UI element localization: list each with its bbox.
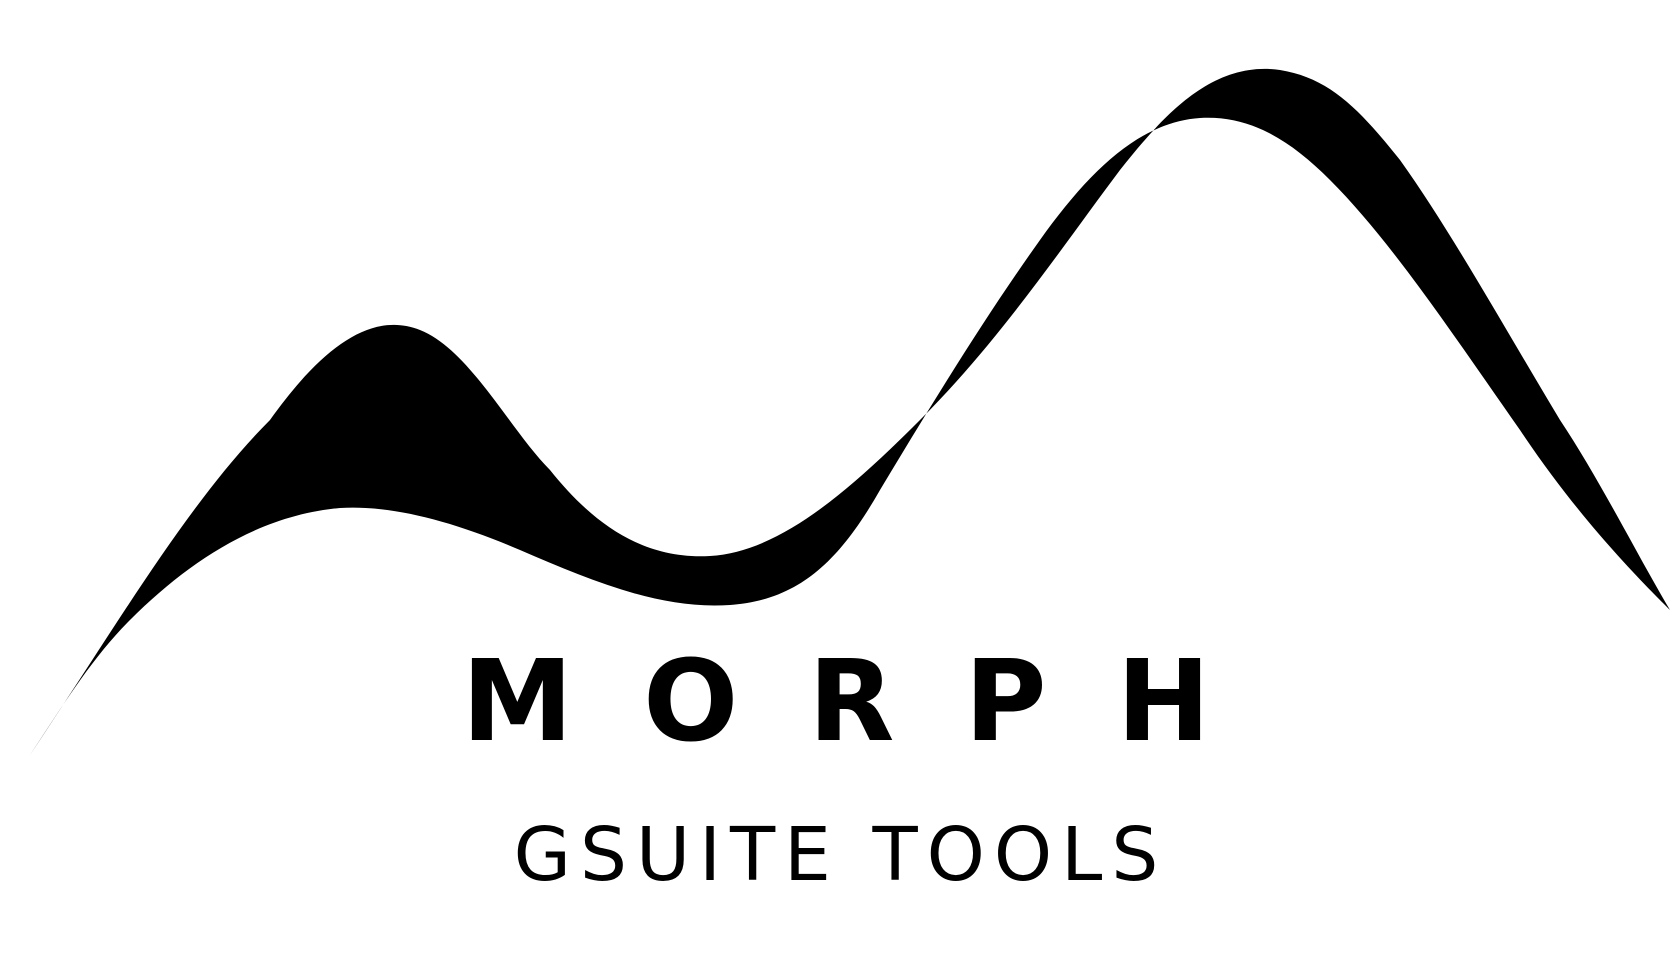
brand-tagline: GSUITE TOOLS: [513, 812, 1168, 898]
brand-name: MORPH: [461, 637, 1281, 767]
